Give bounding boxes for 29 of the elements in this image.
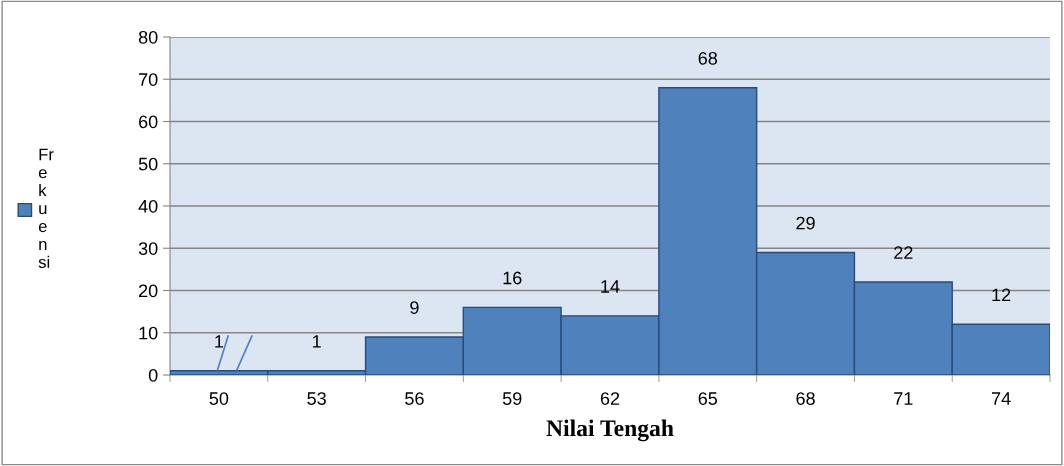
data-label: 12 bbox=[992, 288, 1011, 302]
x-tick-label: 71 bbox=[894, 392, 913, 405]
x-tick-label: 62 bbox=[600, 392, 620, 405]
y-tick-label: 40 bbox=[138, 199, 158, 213]
data-label: 16 bbox=[503, 271, 522, 285]
y-tick-label: 20 bbox=[139, 284, 158, 298]
y-tick-label: 0 bbox=[148, 368, 158, 382]
x-tick-label: 74 bbox=[992, 392, 1011, 405]
data-label: 68 bbox=[698, 51, 718, 65]
x-tick-label: 50 bbox=[209, 392, 229, 405]
data-label: 14 bbox=[601, 280, 620, 293]
data-label: 9 bbox=[410, 301, 419, 314]
y-tick-label: 50 bbox=[138, 157, 158, 171]
y-tick-label: 70 bbox=[139, 73, 158, 86]
x-tick-label: 65 bbox=[698, 392, 718, 405]
data-label: 1 bbox=[215, 335, 224, 348]
y-tick-label: 80 bbox=[138, 30, 158, 44]
x-tick-label: 56 bbox=[405, 392, 424, 405]
data-label: 22 bbox=[894, 246, 913, 259]
x-axis-title: Nilai Tengah bbox=[546, 419, 674, 442]
y-tick-label: 10 bbox=[139, 326, 158, 340]
x-tick-label: 59 bbox=[502, 392, 522, 405]
x-tick-label: 53 bbox=[307, 392, 326, 405]
y-tick-label: 60 bbox=[139, 115, 158, 129]
data-label: 29 bbox=[796, 216, 815, 230]
data-label: 1 bbox=[313, 335, 321, 348]
legend-label: Frekuensi bbox=[38, 148, 54, 269]
y-tick-label: 30 bbox=[138, 242, 158, 255]
x-tick-label: 68 bbox=[796, 392, 815, 405]
